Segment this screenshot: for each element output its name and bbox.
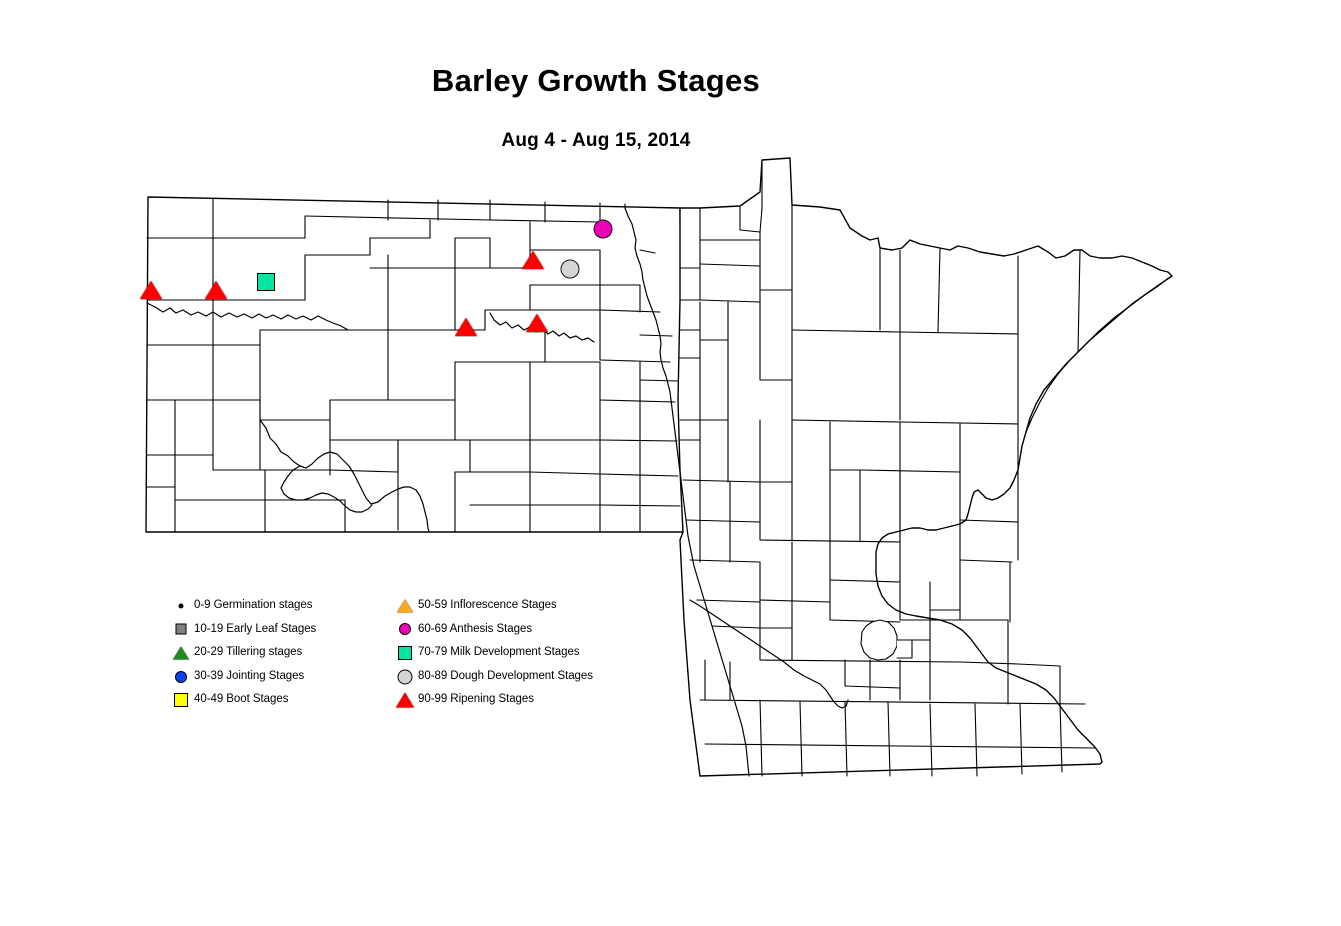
map-marker-90-99[interactable] (205, 281, 227, 299)
legend-symbol (168, 665, 194, 689)
north-dakota-outline (145, 196, 684, 533)
legend-symbol (168, 594, 194, 618)
legend-triangle-icon (397, 599, 413, 613)
legend-symbol (168, 641, 194, 665)
legend-item[interactable]: 10-19 Early Leaf Stages (168, 618, 388, 642)
legend-symbol (168, 688, 194, 712)
legend-item[interactable]: 60-69 Anthesis Stages (392, 618, 632, 642)
legend-item-label: 50-59 Inflorescence Stages (418, 599, 557, 612)
legend-item[interactable]: 0-9 Germination stages (168, 594, 388, 618)
page-title: Barley Growth Stages (431, 63, 761, 98)
legend-item[interactable]: 40-49 Boot Stages (168, 688, 388, 712)
legend: 0-9 Germination stages 10-19 Early Leaf S… (168, 594, 628, 720)
map-marker-90-99[interactable] (140, 281, 162, 299)
map-marker-90-99[interactable] (526, 314, 548, 332)
north-dakota-counties (145, 196, 684, 533)
legend-column-left: 0-9 Germination stages 10-19 Early Leaf S… (168, 594, 388, 712)
legend-column-right: 50-59 Inflorescence Stages 60-69 Anthesis… (392, 594, 632, 712)
legend-circle-icon (399, 623, 411, 636)
legend-square-icon (175, 623, 187, 635)
legend-dot-icon (178, 603, 184, 609)
legend-item[interactable]: 50-59 Inflorescence Stages (392, 594, 632, 618)
legend-item[interactable]: 70-79 Milk Development Stages (392, 641, 632, 665)
legend-symbol (392, 618, 418, 642)
map-marker-60-69[interactable] (593, 219, 613, 239)
legend-square-icon (174, 693, 188, 708)
legend-item-label: 10-19 Early Leaf Stages (194, 622, 317, 635)
legend-square-icon (398, 645, 412, 660)
page-subtitle: Aug 4 - Aug 15, 2014 (501, 130, 691, 151)
lake-superior-shore (1025, 275, 1173, 433)
map-marker-70-79[interactable] (257, 273, 275, 291)
legend-item[interactable]: 30-39 Jointing Stages (168, 665, 388, 689)
legend-symbol (392, 594, 418, 618)
legend-item-label: 0-9 Germination stages (194, 599, 313, 612)
missouri-river (259, 419, 430, 533)
map-marker-80-89[interactable] (560, 259, 580, 279)
legend-item[interactable]: 80-89 Dough Development Stages (392, 665, 632, 689)
legend-item-label: 80-89 Dough Development Stages (418, 669, 593, 682)
map-marker-90-99[interactable] (522, 251, 544, 269)
souris-river (146, 302, 349, 331)
legend-symbol (392, 688, 418, 712)
legend-item-label: 90-99 Ripening Stages (418, 693, 534, 706)
minnesota-counties (624, 157, 1173, 777)
legend-symbol (392, 665, 418, 689)
legend-item[interactable]: 90-99 Ripening Stages (392, 688, 632, 712)
map-marker-90-99[interactable] (455, 318, 477, 336)
red-river (624, 207, 750, 777)
legend-item-label: 70-79 Milk Development Stages (418, 646, 580, 659)
legend-item-label: 20-29 Tillering stages (194, 646, 303, 659)
minnesota-outline (677, 157, 1173, 777)
legend-item-label: 30-39 Jointing Stages (194, 669, 305, 682)
legend-symbol (168, 618, 194, 642)
legend-circle-icon (175, 670, 187, 683)
legend-item-label: 40-49 Boot Stages (194, 693, 289, 706)
legend-triangle-icon (173, 646, 189, 660)
legend-item[interactable]: 20-29 Tillering stages (168, 641, 388, 665)
legend-circle-icon (397, 669, 413, 685)
minnesota-river (689, 599, 849, 709)
legend-item-label: 60-69 Anthesis Stages (418, 622, 533, 635)
legend-symbol (392, 641, 418, 665)
legend-triangle-icon (396, 692, 414, 708)
